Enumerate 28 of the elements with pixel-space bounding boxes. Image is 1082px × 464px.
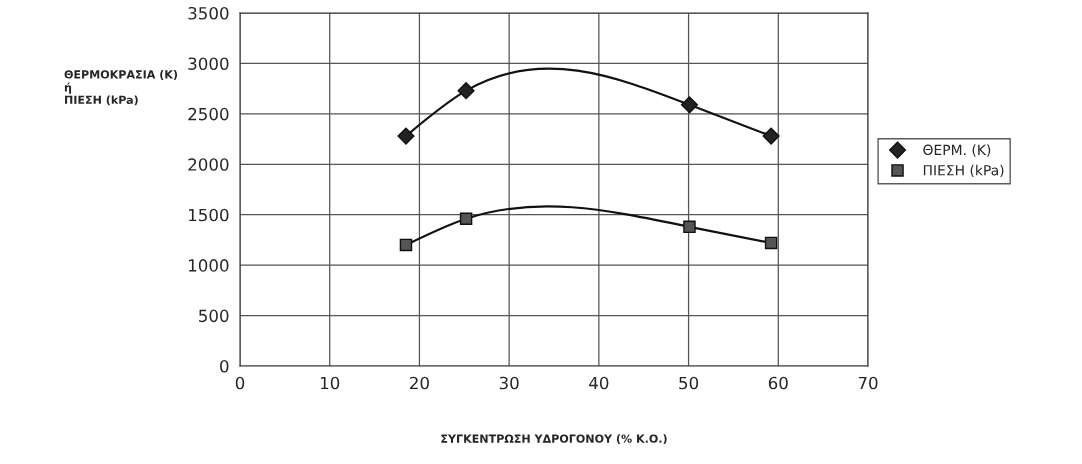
point <box>459 212 473 225</box>
point <box>399 238 413 252</box>
point <box>764 236 778 250</box>
y-tick-label: 1000 <box>189 259 229 272</box>
point <box>680 96 699 114</box>
y-tick-label: 0 <box>220 359 229 373</box>
point <box>397 127 415 145</box>
y-tick-label: 3500 <box>188 6 229 20</box>
x-axis-title: ΣΥΓΚΕΝΤΡΩΣΗ ΥΔΡΟΓΟΝΟΥ (% Κ.Ο.) <box>441 434 667 445</box>
x-tick-label: 0 <box>235 376 245 390</box>
x-tick-label: 50 <box>679 376 699 390</box>
point <box>457 82 475 100</box>
legend-label: ΘΕΡΜ. (K) <box>923 144 991 157</box>
x-tick-label: 10 <box>320 376 340 390</box>
y-tick-label: 1500 <box>189 208 229 222</box>
x-tick-label: 20 <box>410 376 429 390</box>
point <box>762 127 780 145</box>
y-tick-label: 2000 <box>188 158 229 171</box>
point <box>683 220 696 234</box>
x-tick-label: 60 <box>768 376 788 390</box>
legend-label: ΠΙΕΣΗ (kPa) <box>923 164 1004 178</box>
y-tick-label: 500 <box>199 309 229 323</box>
y-tick-label: 2500 <box>188 107 229 121</box>
y-axis-title: ΘΕΡΜΟΚΡΑΣΙΑ (K) ή ΠΙΕΣΗ (kPa) <box>64 70 178 106</box>
x-tick-label: 40 <box>589 376 609 390</box>
x-tick-label: 30 <box>499 376 519 390</box>
x-tick-label: 70 <box>858 376 878 390</box>
y-tick-label: 3000 <box>188 57 229 70</box>
